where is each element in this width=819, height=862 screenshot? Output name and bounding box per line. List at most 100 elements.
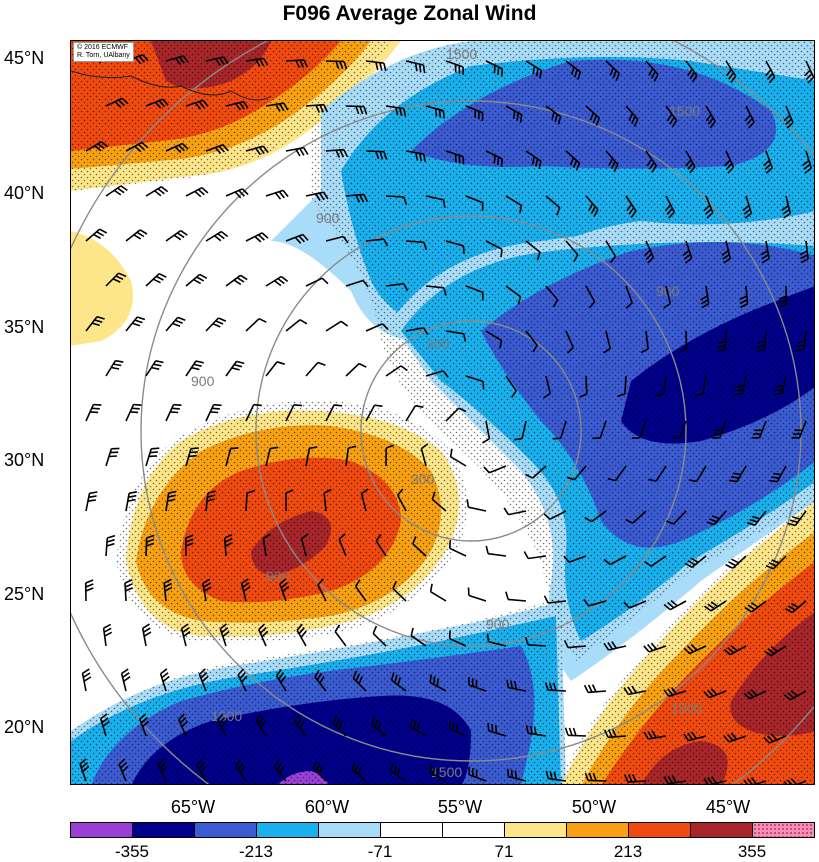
wind-barb-flag	[177, 233, 184, 238]
wind-barb-flag	[214, 405, 222, 406]
wind-barb-flag	[259, 319, 266, 323]
lat-label-30: 30°N	[4, 450, 44, 471]
wind-barb-flag	[237, 278, 244, 282]
wind-barb	[125, 583, 126, 601]
wind-barb	[625, 376, 626, 394]
wind-barb-flag	[270, 447, 278, 448]
wind-barb-flag	[492, 724, 493, 732]
wind-barb-flag	[514, 439, 522, 440]
wind-barb-flag	[486, 546, 488, 554]
wind-barb-flag	[430, 765, 431, 773]
wind-barb	[186, 274, 200, 286]
wind-barb-flag	[570, 728, 573, 736]
colorbar-segment	[195, 823, 257, 837]
lon-label-65: 65°W	[153, 797, 233, 818]
wind-barb-flag	[132, 323, 140, 326]
wind-barb-flag	[170, 412, 178, 413]
lon-label-60: 60°W	[287, 797, 367, 818]
wind-barb-flag	[143, 628, 150, 632]
wind-barb-flag	[175, 320, 183, 323]
wind-barb-flag	[593, 685, 596, 692]
wind-barb	[306, 363, 318, 377]
wind-barb-flag	[195, 191, 201, 196]
wind-barb-flag	[553, 438, 561, 439]
wind-barb-flag	[162, 673, 168, 678]
wind-barb-flag	[259, 235, 265, 240]
wind-barb-flag	[115, 361, 123, 362]
wind-barb-flag	[83, 669, 90, 673]
wind-barb	[335, 632, 346, 646]
wind-barb-flag	[161, 669, 167, 674]
contour-label-1500-e: 1500	[671, 700, 702, 716]
wind-barb-flag	[278, 279, 284, 284]
colorbar-segment	[257, 823, 319, 837]
colorbar-segment	[71, 823, 133, 837]
colorbar-tick-4: 71	[469, 842, 539, 862]
wind-barb-flag	[502, 69, 503, 77]
wind-barb-flag	[194, 364, 202, 366]
colorbar-tick-5: 213	[593, 842, 663, 862]
map-panel: 300 300 900 900 900 900 900 1500 1500 15…	[70, 40, 815, 785]
wind-barb-flag	[88, 500, 96, 501]
wind-barb-flag	[158, 189, 164, 194]
wind-barb-flag	[359, 364, 366, 368]
wind-barb-flag	[218, 234, 224, 239]
wind-barb-flag	[450, 631, 451, 639]
wind-barb-flag	[434, 676, 435, 684]
wind-barb-flag	[512, 770, 513, 778]
contour-label-1500-d: 1500	[431, 764, 462, 780]
wind-barb	[588, 780, 606, 781]
wind-barb-flag	[300, 148, 304, 155]
wind-barb	[146, 449, 151, 466]
wind-barb-flag	[524, 552, 528, 559]
wind-barb-flag	[107, 536, 115, 538]
colorbar-segment	[443, 823, 505, 837]
wind-barb-flag	[174, 235, 181, 240]
wind-barb-flag	[105, 632, 112, 636]
wind-barb-flag	[775, 390, 783, 391]
wind-barb-flag	[143, 624, 150, 628]
wind-barb-flag	[86, 584, 93, 587]
colorbar-tick-1: -355	[97, 842, 167, 862]
wind-barb	[286, 60, 304, 61]
wind-barb-flag	[83, 673, 90, 677]
wind-barb-flag	[431, 584, 433, 592]
wind-barb	[126, 230, 140, 241]
wind-barb-flag	[196, 361, 204, 363]
stipple-center	[116, 400, 467, 642]
wind-barb-flag	[202, 188, 208, 193]
wind-barb-flag	[424, 65, 425, 73]
colorbar-segment	[319, 823, 381, 837]
wind-barb-flag	[86, 588, 94, 591]
wind-barb	[488, 554, 506, 556]
wind-barb-flag	[504, 508, 508, 515]
wind-barb-flag	[151, 368, 159, 370]
lat-label-35: 35°N	[4, 317, 44, 338]
contour-label-900-d: 900	[486, 616, 510, 632]
wind-barb-flag	[644, 646, 649, 652]
wind-barb-flag	[113, 364, 121, 365]
wind-barb-flag	[304, 148, 308, 155]
lat-label-45: 45°N	[4, 48, 44, 69]
colorbar-segment	[691, 823, 753, 837]
wind-barb-flag	[153, 279, 160, 283]
wind-barb	[226, 275, 241, 286]
wind-barb-flag	[416, 63, 417, 71]
wind-barb-flag	[774, 394, 782, 395]
wind-barb-flag	[104, 628, 111, 632]
wind-barb-flag	[84, 677, 91, 681]
lon-label-45: 45°W	[688, 797, 768, 818]
wind-barb-flag	[275, 281, 281, 286]
wind-barb-flag	[373, 626, 376, 633]
wind-barb-flag	[467, 499, 468, 507]
wind-barb-flag	[121, 186, 128, 191]
wind-barb-flag	[197, 277, 204, 281]
wind-barb-flag	[498, 67, 499, 75]
wind-barb	[468, 507, 486, 511]
wind-barb-flag	[149, 456, 157, 457]
credit-line-1: © 2016 ECMWF	[77, 44, 130, 52]
wind-barb-flag	[172, 408, 180, 409]
wind-barb	[246, 493, 247, 511]
contour-label-300-b: 300	[411, 471, 435, 487]
wind-barb-flag	[276, 193, 281, 199]
